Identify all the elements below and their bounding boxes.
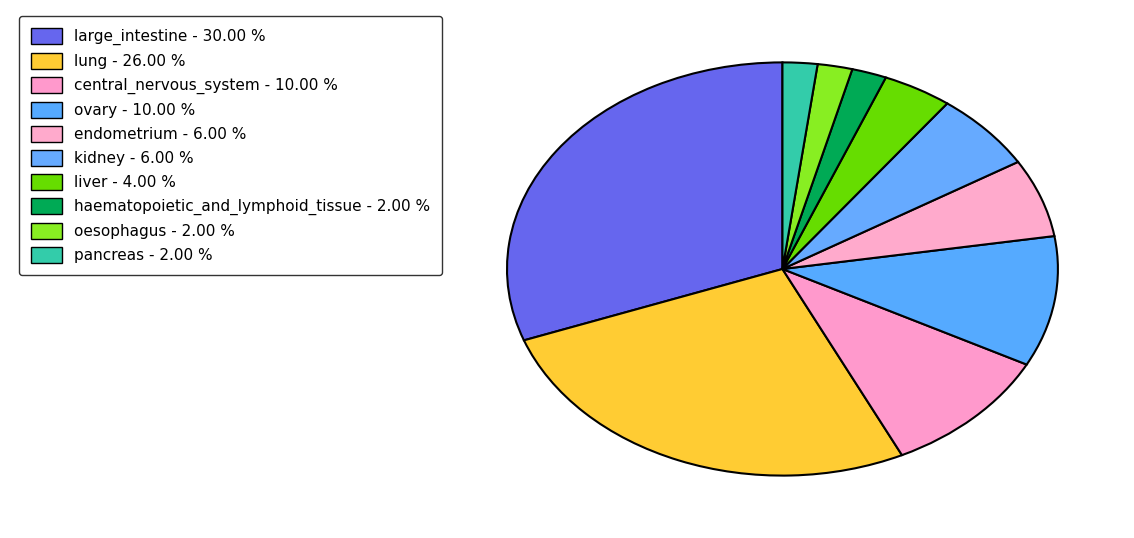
Wedge shape [782,162,1055,269]
Wedge shape [524,269,902,476]
Wedge shape [782,269,1026,455]
Wedge shape [782,69,886,269]
Wedge shape [782,62,818,269]
Wedge shape [782,236,1058,365]
Legend: large_intestine - 30.00 %, lung - 26.00 %, central_nervous_system - 10.00 %, ova: large_intestine - 30.00 %, lung - 26.00 … [19,16,442,275]
Wedge shape [507,62,782,341]
Wedge shape [782,77,947,269]
Wedge shape [782,64,853,269]
Wedge shape [782,103,1018,269]
